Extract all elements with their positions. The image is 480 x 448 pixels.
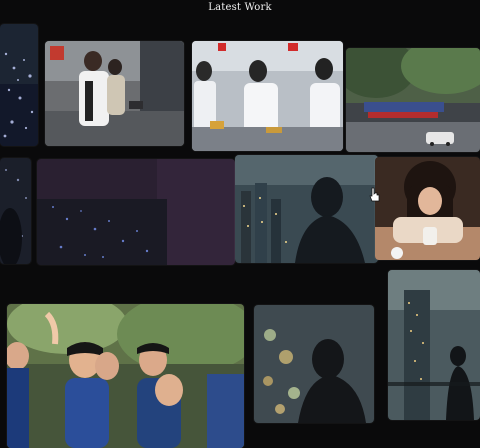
tile-city-night-left[interactable] <box>0 24 38 146</box>
street-car-image <box>346 48 480 152</box>
tile-street-students[interactable] <box>45 41 184 146</box>
dark-street-image <box>0 158 31 264</box>
city-night-image <box>0 24 38 146</box>
bokeh-silhouette-image <box>254 305 374 423</box>
tile-street-car[interactable] <box>346 48 480 152</box>
tile-group-selfie[interactable] <box>7 304 244 448</box>
tile-dark-left-edge[interactable] <box>0 158 31 264</box>
night-lights-image <box>37 159 235 265</box>
tile-girl-tea[interactable] <box>375 157 480 260</box>
girl-tea-image <box>375 157 480 260</box>
hand-cursor-icon <box>369 187 380 202</box>
group-selfie-image <box>7 304 244 448</box>
tile-tower-silhouette[interactable] <box>388 270 480 420</box>
street-students-image <box>45 41 184 146</box>
page-title: Latest Work <box>208 2 272 13</box>
tower-silhouette-image <box>388 270 480 420</box>
lab-workers-image <box>192 41 343 151</box>
tile-skyline-silhouette[interactable] <box>235 155 378 263</box>
skyline-silhouette-image <box>235 155 378 263</box>
tile-night-lights-purple[interactable] <box>37 159 235 265</box>
tile-lab-workers[interactable] <box>192 41 343 151</box>
tile-bokeh-silhouette[interactable] <box>254 305 374 423</box>
